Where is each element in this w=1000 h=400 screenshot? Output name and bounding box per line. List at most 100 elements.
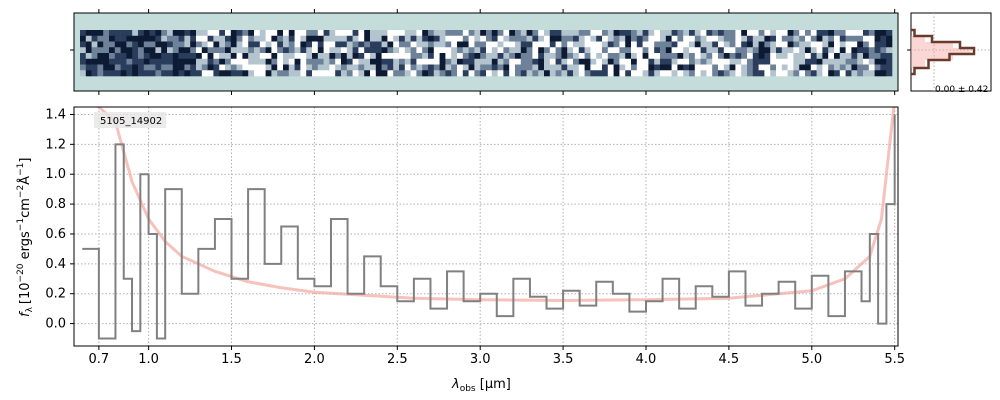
spectrum-2d-cell: [85, 64, 92, 71]
spectrum-2d-cell: [248, 41, 255, 48]
spectrum-2d-cell: [416, 64, 423, 71]
spectrum-2d-cell: [596, 58, 603, 65]
spectrum-2d-cell: [225, 41, 232, 48]
spectrum-2d-cell: [776, 47, 783, 54]
spectrum-2d-cell: [155, 47, 162, 54]
spectrum-2d-cell: [103, 41, 110, 48]
spectrum-2d-cell: [735, 47, 742, 54]
spectrum-2d-cell: [544, 58, 551, 65]
spectrum-2d-cell: [561, 35, 568, 42]
spectrum-2d-cell: [213, 70, 220, 77]
spectrum-2d-cell: [242, 30, 249, 37]
spectrum-2d-cell: [805, 41, 812, 48]
spectrum-2d-cell: [845, 64, 852, 71]
spectrum-2d-cell: [352, 35, 359, 42]
spectrum-2d-cell: [590, 35, 597, 42]
spectrum-2d-cell: [851, 70, 858, 77]
spectrum-2d-cell: [828, 30, 835, 37]
spectrum-2d-cell: [834, 53, 841, 60]
spectrum-2d-cell: [109, 35, 116, 42]
spectrum-2d-cell: [491, 53, 498, 60]
spectrum-2d-cell: [613, 47, 620, 54]
spectrum-2d-cell: [758, 58, 765, 65]
spectrum-2d-cell: [735, 41, 742, 48]
spectrum-2d-cell: [312, 47, 319, 54]
spectrum-2d-cell: [747, 64, 754, 71]
spectrum-2d-cell: [776, 41, 783, 48]
spectrum-2d-cell: [694, 30, 701, 37]
spectrum-2d-cell: [161, 64, 168, 71]
spectrum-2d-cell: [474, 64, 481, 71]
spectrum-2d-cell: [770, 35, 777, 42]
spectrum-2d-cell: [497, 70, 504, 77]
spectrum-2d-cell: [248, 47, 255, 54]
spectrum-2d-cell: [712, 53, 719, 60]
spectrum-2d-cell: [149, 47, 156, 54]
spectrum-2d-cell: [503, 64, 510, 71]
spectrum-2d-cell: [457, 30, 464, 37]
spectrum-2d-cell: [474, 47, 481, 54]
spectrum-2d-cell: [625, 70, 632, 77]
spectrum-2d-cell: [683, 41, 690, 48]
spectrum-2d-cell: [335, 53, 342, 60]
spectrum-2d-cell: [706, 47, 713, 54]
flux-series-line: [82, 114, 896, 340]
spectrum-2d-cell: [259, 53, 266, 60]
spectrum-2d-cell: [776, 70, 783, 77]
spectrum-2d-cell: [874, 30, 881, 37]
spectrum-2d-cell: [265, 41, 272, 48]
spectrum-2d-cell: [613, 35, 620, 42]
spectrum-2d-cell: [538, 53, 545, 60]
y-tick-label: 0.4: [45, 257, 66, 272]
spectrum-2d-cell: [91, 64, 98, 71]
spectrum-2d-cell: [857, 64, 864, 71]
spectrum-2d-cell: [671, 30, 678, 37]
spectrum-2d-cell: [613, 58, 620, 65]
spectrum-2d-cell: [196, 47, 203, 54]
spectrum-2d-cell: [109, 70, 116, 77]
spectrum-2d-cell: [741, 70, 748, 77]
spectrum-2d-cell: [834, 30, 841, 37]
spectrum-2d-cell: [236, 41, 243, 48]
spectrum-2d-cell: [451, 58, 458, 65]
spectrum-2d-cell: [863, 41, 870, 48]
spectrum-2d-cell: [167, 58, 174, 65]
spectrum-2d-cell: [114, 53, 121, 60]
spectrum-2d-cell: [532, 64, 539, 71]
spectrum-2d-cell: [288, 58, 295, 65]
spectrum-2d-cell: [254, 35, 261, 42]
spectrum-2d-cell: [236, 35, 243, 42]
spectrum-2d-cell: [225, 58, 232, 65]
spectrum-2d-cell: [230, 64, 237, 71]
spectrum-2d-cell: [259, 64, 266, 71]
spectrum-2d-cell: [665, 41, 672, 48]
spectrum-2d-cell: [178, 53, 185, 60]
spectrum-2d-cell: [126, 35, 133, 42]
spectrum-2d-cell: [120, 64, 127, 71]
spectrum-2d-cell: [683, 30, 690, 37]
spectrum-2d-cell: [578, 41, 585, 48]
spectrum-2d-cell: [428, 64, 435, 71]
y-tick-label: 0.6: [45, 227, 66, 242]
spectrum-2d-cell: [277, 47, 284, 54]
spectrum-2d-cell: [230, 41, 237, 48]
spectrum-2d-cell: [816, 41, 823, 48]
spectrum-2d-cell: [654, 64, 661, 71]
spectrum-2d-cell: [752, 58, 759, 65]
spectrum-2d-cell: [741, 53, 748, 60]
spectrum-2d-cell: [271, 53, 278, 60]
spectrum-2d-cell: [439, 30, 446, 37]
spectrum-2d-cell: [399, 30, 406, 37]
spectrum-2d-cell: [213, 41, 220, 48]
spectrum-2d-cell: [694, 35, 701, 42]
spectrum-2d-cell: [642, 35, 649, 42]
spectrum-2d-cell: [306, 35, 313, 42]
profile-panel: 0.00 ± 0.42: [907, 12, 992, 95]
spectrum-2d-cell: [526, 47, 533, 54]
spectrum-2d-cell: [155, 53, 162, 60]
spectrum-2d-cell: [277, 35, 284, 42]
spectrum-2d-cell: [718, 30, 725, 37]
spectrum-2d-cell: [312, 53, 319, 60]
spectrum-2d-cell: [138, 47, 145, 54]
spectrum-2d-cell: [787, 30, 794, 37]
